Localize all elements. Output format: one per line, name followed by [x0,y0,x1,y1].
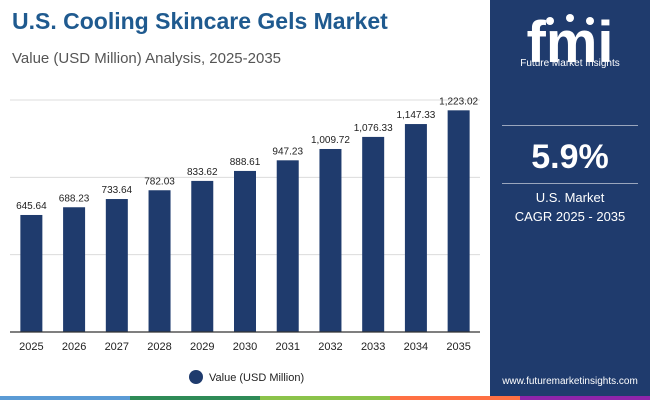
chart-title: U.S. Cooling Skincare Gels Market [12,8,388,34]
data-label: 947.23 [272,146,303,157]
data-label: 733.64 [102,185,133,196]
legend-marker [189,370,203,384]
bar [148,190,171,332]
cagr-market-label: U.S. Market [535,190,605,205]
x-tick-label: 2029 [190,341,214,353]
data-label: 888.61 [230,157,261,168]
bar [20,214,43,332]
logo-text: Future Market Insights [520,58,620,69]
fmi-logo: fmi [527,10,614,72]
data-label: 1,076.33 [354,123,393,134]
x-tick-label: 2031 [275,341,299,353]
data-label: 833.62 [187,167,218,178]
data-label: 1,009.72 [311,135,350,146]
bar [447,110,470,332]
data-label: 645.64 [16,201,47,212]
data-label: 782.03 [144,176,175,187]
cagr-period-label: CAGR 2025 - 2035 [514,209,626,224]
x-tick-label: 2032 [318,341,342,353]
footer-segment [260,396,390,400]
data-label: 1,147.33 [396,110,435,121]
bar [319,148,342,332]
source-url[interactable]: www.futuremarketinsights.com [502,376,638,387]
x-tick-label: 2033 [361,341,385,353]
bar [105,199,128,332]
bar [362,136,385,332]
footer-segment [130,396,260,400]
legend-label: Value (USD Million) [209,372,304,384]
footer-segment [0,396,130,400]
footer-segment [390,396,520,400]
cagr-label: U.S. Market CAGR 2025 - 2035 [490,188,650,226]
footer-segment [520,396,650,400]
sidebar: fmi Future Market Insights 5.9% U.S. Mar… [490,0,650,400]
cagr-value: 5.9% [531,138,609,176]
x-tick-label: 2035 [446,341,470,353]
bar [234,170,256,332]
data-label: 1,223.02 [439,96,478,107]
sidebar-divider-top [502,125,638,126]
x-tick-label: 2028 [147,341,171,353]
sidebar-divider-middle [502,183,638,184]
x-tick-label: 2026 [62,341,86,353]
chart-subtitle: Value (USD Million) Analysis, 2025-2035 [12,50,282,67]
bar [276,160,299,332]
bar [191,180,214,332]
x-tick-label: 2025 [19,341,43,353]
bar [63,207,86,332]
x-tick-label: 2034 [404,341,428,353]
x-tick-label: 2027 [105,341,129,353]
bar [404,124,427,332]
bar-chart: 645.64 2025 688.23 2026 733.64 2027 782.03 2028… [10,96,480,384]
footer-color-strip [0,396,650,400]
x-tick-label: 2030 [233,341,257,353]
data-label: 688.23 [59,193,90,204]
